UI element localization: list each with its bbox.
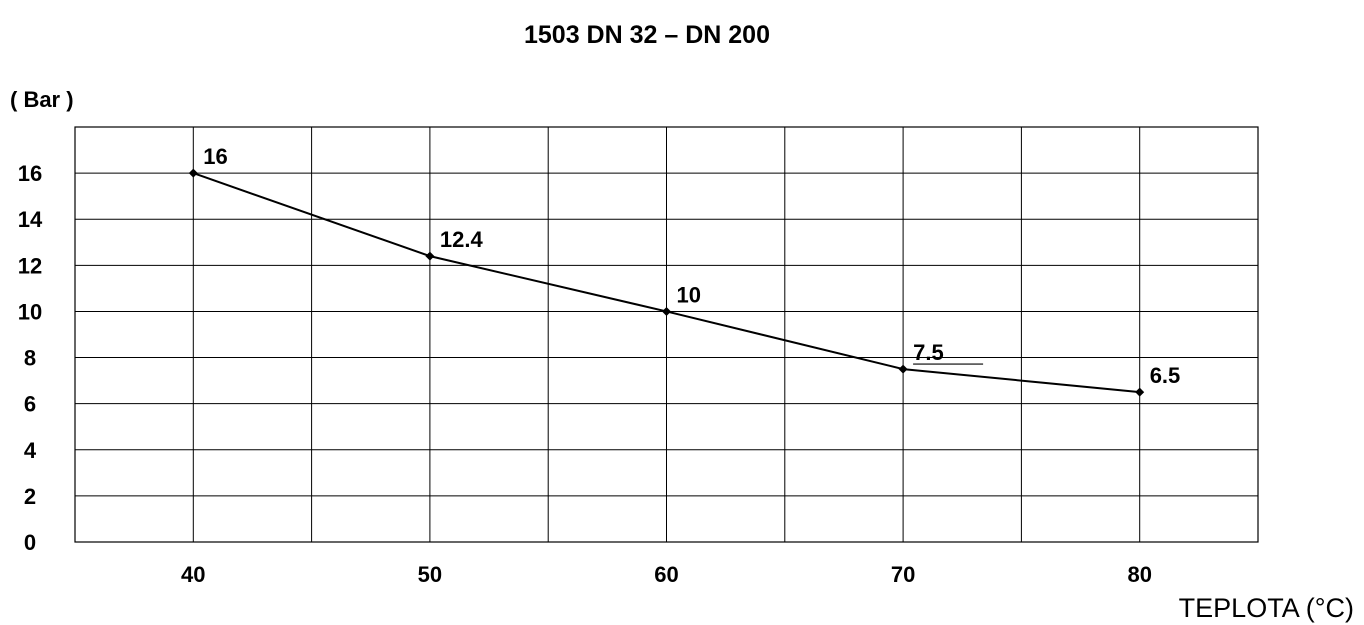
- data-point: [1135, 387, 1145, 397]
- grid: [74, 126, 1259, 543]
- y-axis-ticks: 0 2 4 6 8 10 12 14 16: [18, 161, 43, 555]
- y-tick-label: 12: [18, 253, 42, 278]
- data-point: [662, 306, 671, 316]
- x-tick-label: 50: [418, 562, 442, 587]
- data-point: [425, 251, 435, 261]
- y-tick-label: 6: [24, 392, 36, 417]
- y-tick-label: 10: [18, 299, 42, 324]
- data-label: 7.5: [913, 340, 944, 365]
- y-tick-label: 14: [18, 207, 43, 232]
- y-tick-label: 0: [24, 530, 36, 555]
- data-point: [188, 168, 198, 178]
- y-tick-label: 2: [24, 484, 36, 509]
- data-label: 12.4: [440, 227, 484, 252]
- y-tick-label: 16: [18, 161, 42, 186]
- x-tick-label: 80: [1127, 562, 1151, 587]
- data-series: 16 12.4 10 7.5 6.5: [188, 144, 1181, 397]
- x-axis-label: TEPLOTA (°C): [1179, 593, 1354, 623]
- data-label: 6.5: [1150, 363, 1181, 388]
- data-point: [898, 364, 908, 374]
- x-tick-label: 40: [181, 562, 205, 587]
- x-tick-label: 70: [891, 562, 915, 587]
- chart-title: 1503 DN 32 – DN 200: [524, 21, 770, 49]
- y-tick-label: 4: [24, 438, 37, 463]
- x-axis-ticks: 40 50 60 70 80: [181, 562, 1152, 587]
- data-label: 16: [203, 144, 227, 169]
- x-tick-label: 60: [654, 562, 678, 587]
- y-tick-label: 8: [24, 346, 36, 371]
- y-axis-label: ( Bar ): [10, 87, 74, 112]
- data-label: 10: [677, 282, 701, 307]
